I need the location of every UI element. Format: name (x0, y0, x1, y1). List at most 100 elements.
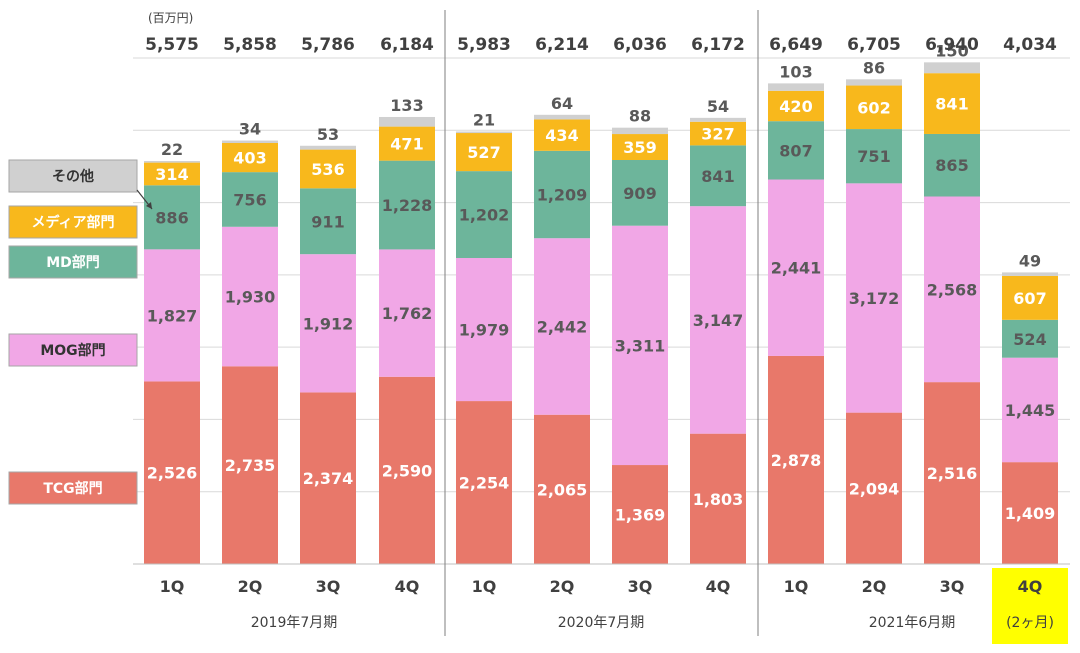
data-label: 909 (623, 184, 656, 203)
bar-segment (144, 381, 200, 564)
data-label: 756 (233, 190, 266, 209)
bar-segment (534, 414, 590, 564)
data-label: 471 (390, 135, 423, 154)
total-value: 5,858 (223, 35, 277, 55)
data-label: 1,762 (382, 304, 433, 323)
data-label: 2,374 (303, 469, 354, 488)
data-label: 527 (467, 143, 500, 162)
data-label: 1,209 (537, 186, 588, 205)
data-label: 841 (935, 95, 968, 114)
bar-segment (222, 226, 278, 367)
data-label: 1,803 (693, 490, 744, 509)
category-label: 4Q (395, 577, 420, 596)
data-label-other: 49 (1019, 251, 1041, 270)
data-label: 403 (233, 149, 266, 168)
data-label: 2,568 (927, 280, 978, 299)
bar-segment (690, 117, 746, 122)
bar-segment (456, 131, 512, 134)
bar-segment (456, 401, 512, 564)
category-label: 2Q (238, 577, 263, 596)
total-value: 5,983 (457, 35, 511, 55)
data-label: 1,202 (459, 206, 510, 225)
total-value: 6,214 (535, 35, 589, 55)
bar-segment (768, 355, 824, 564)
legend-arrow-head (146, 202, 152, 209)
bar-segment (846, 183, 902, 413)
total-value: 6,036 (613, 35, 667, 55)
data-label: 524 (1013, 330, 1046, 349)
data-label: 841 (701, 167, 734, 186)
bar-segment (1002, 357, 1058, 463)
data-label: 327 (701, 125, 734, 144)
data-label: 886 (155, 208, 188, 227)
bar-segment (300, 145, 356, 150)
bar-segment (768, 90, 824, 122)
total-value: 6,184 (380, 35, 434, 55)
category-label: 1Q (472, 577, 497, 596)
data-label: 314 (155, 165, 188, 184)
data-label: 1,445 (1005, 401, 1056, 420)
bar-segment (846, 85, 902, 130)
gridlines (133, 57, 1070, 493)
bars-layer (144, 62, 1058, 564)
bar-segment (1002, 319, 1058, 358)
bar-segment (924, 133, 980, 197)
bar-segment (222, 172, 278, 227)
data-label-other: 34 (239, 120, 261, 139)
highlight-sublabel: (2ヶ月) (1006, 615, 1054, 631)
bar-segment (690, 206, 746, 434)
data-label: 2,516 (927, 464, 978, 483)
bar-segment (144, 161, 200, 163)
total-value: 6,649 (769, 35, 823, 55)
data-label: 1,409 (1005, 504, 1056, 523)
category-label: 4Q (1018, 577, 1043, 596)
data-label-other: 54 (707, 97, 729, 116)
bar-segment (612, 465, 668, 564)
data-label: 359 (623, 138, 656, 157)
data-label: 2,094 (849, 479, 900, 498)
data-label: 3,172 (849, 289, 900, 308)
total-value: 6,705 (847, 35, 901, 55)
legend-label: その他 (52, 168, 94, 185)
bar-segment (379, 116, 435, 127)
period-label: 2019年7月期 (251, 615, 338, 631)
data-label: 3,147 (693, 311, 744, 330)
bar-segment (300, 392, 356, 564)
bar-segment (222, 366, 278, 564)
legend-swatch (8, 333, 138, 367)
legend-swatch (8, 245, 138, 279)
data-label: 2,442 (537, 317, 588, 336)
data-label: 1,912 (303, 314, 354, 333)
bar-segment (300, 188, 356, 255)
legend-label: MD部門 (46, 254, 100, 271)
bar-segment (144, 249, 200, 382)
totals-row: 5,575 5,858 5,786 6,184 5,983 6,214 6,036 6,172… (145, 35, 1057, 55)
bar-segment (612, 159, 668, 226)
total-value: 6,172 (691, 35, 745, 55)
bar-segment (768, 121, 824, 180)
data-label: 2,735 (225, 456, 276, 475)
total-value: 5,575 (145, 35, 199, 55)
bar-segment (846, 129, 902, 184)
data-label: 1,930 (225, 288, 276, 307)
bar-segment (456, 258, 512, 402)
data-label: 865 (935, 156, 968, 175)
data-label: 3,311 (615, 336, 666, 355)
data-label: 2,590 (382, 461, 433, 480)
bar-segment (456, 133, 512, 172)
data-label: 2,526 (147, 464, 198, 483)
bar-segment (690, 145, 746, 207)
bar-segment (534, 150, 590, 239)
bar-segment (612, 225, 668, 466)
legend-swatch (8, 159, 138, 193)
labels-layer: 2,526 1,827 886 314 22 2,735 1,930 756 403 34 2,37… (147, 41, 1056, 524)
data-label-other: 133 (390, 96, 423, 115)
bar-segment (1002, 275, 1058, 320)
bar-segment (612, 127, 668, 135)
unit-label: (百万円) (148, 11, 193, 25)
data-label: 434 (545, 126, 578, 145)
bar-segment (924, 73, 980, 134)
data-label: 2,878 (771, 451, 822, 470)
data-label-other: 103 (779, 62, 812, 81)
